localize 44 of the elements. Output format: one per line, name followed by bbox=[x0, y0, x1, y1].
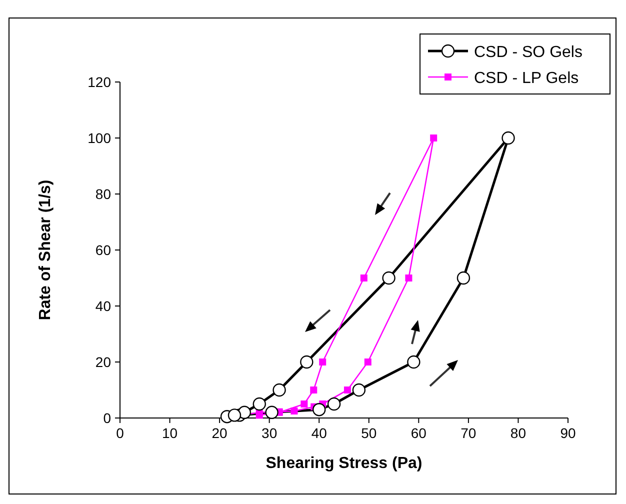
x-tick-label: 50 bbox=[361, 425, 377, 441]
x-tick-label: 30 bbox=[262, 425, 278, 441]
point bbox=[430, 134, 438, 142]
x-tick-label: 0 bbox=[116, 425, 124, 441]
y-tick-label: 40 bbox=[95, 298, 112, 314]
x-tick-label: 90 bbox=[560, 425, 576, 441]
point bbox=[265, 406, 278, 419]
point bbox=[405, 274, 412, 282]
point bbox=[300, 400, 308, 408]
point bbox=[238, 406, 252, 419]
x-tick-label: 10 bbox=[162, 425, 178, 441]
x-tick-label: 60 bbox=[410, 425, 427, 441]
point bbox=[256, 412, 263, 419]
point bbox=[228, 408, 242, 422]
point bbox=[502, 131, 515, 145]
point bbox=[300, 355, 314, 369]
x-tick-label: 70 bbox=[460, 425, 476, 441]
y-tick-label: 20 bbox=[95, 354, 112, 370]
point bbox=[352, 383, 366, 397]
point bbox=[344, 386, 351, 394]
point bbox=[310, 386, 318, 394]
y-tick-label: 60 bbox=[95, 242, 112, 258]
point bbox=[312, 403, 326, 416]
point bbox=[360, 274, 368, 282]
point bbox=[364, 358, 372, 366]
point bbox=[382, 271, 396, 285]
point bbox=[272, 383, 286, 397]
legend-label: CSD - LP Gels bbox=[474, 70, 579, 87]
point bbox=[327, 397, 341, 411]
point bbox=[456, 271, 470, 285]
y-tick-label: 120 bbox=[88, 74, 112, 90]
x-axis-title: Shearing Stress (Pa) bbox=[266, 455, 422, 472]
point bbox=[290, 408, 298, 414]
y-tick-label: 100 bbox=[88, 130, 112, 146]
x-tick-label: 20 bbox=[212, 425, 228, 441]
y-tick-label: 0 bbox=[103, 410, 112, 426]
x-tick-label: 80 bbox=[510, 425, 526, 441]
point bbox=[407, 355, 420, 369]
x-tick-label: 40 bbox=[311, 425, 328, 441]
y-axis-title: Rate of Shear (1/s) bbox=[37, 180, 54, 320]
point bbox=[319, 358, 326, 366]
legend-label: CSD - SO Gels bbox=[474, 44, 582, 61]
point bbox=[252, 397, 266, 411]
y-tick-label: 80 bbox=[95, 186, 112, 202]
